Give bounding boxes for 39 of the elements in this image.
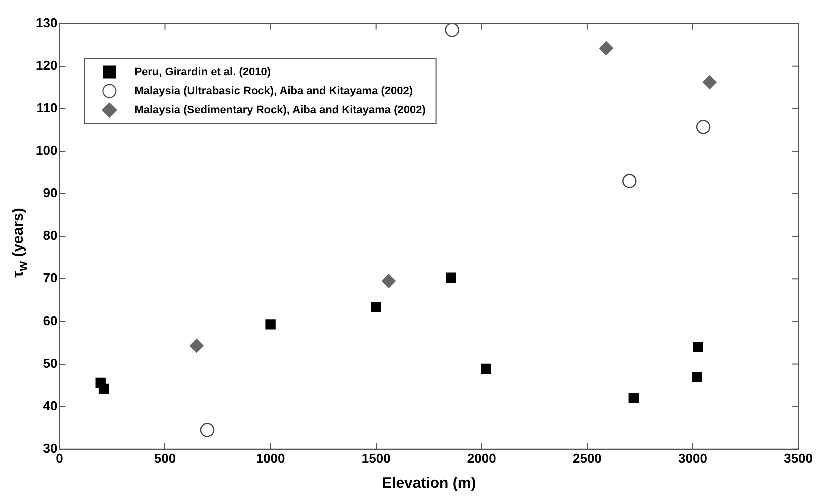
point — [266, 320, 276, 330]
x-tick-label: 1500 — [362, 450, 391, 466]
legend-label: Malaysia (Sedimentary Rock), Aiba and Kitayama (2002) — [134, 104, 426, 116]
x-tick-label: 3500 — [784, 450, 813, 466]
y-tick-label: 60 — [43, 313, 58, 328]
point — [622, 174, 637, 188]
point — [445, 24, 460, 38]
x-tick-label: 3000 — [678, 450, 708, 466]
x-tick-label: 0 — [56, 450, 64, 466]
x-tick-label: 1000 — [256, 450, 286, 466]
point — [692, 372, 702, 382]
x-axis-title: Elevation (m) — [382, 475, 476, 492]
point — [702, 76, 717, 90]
legend-label: Malaysia (Ultrabasic Rock), Aiba and Kitayama (2002) — [134, 85, 414, 98]
point — [481, 364, 492, 374]
point — [628, 393, 639, 404]
legend-label: Peru, Girardin et al. (2010) — [134, 66, 272, 78]
y-tick-label: 120 — [36, 58, 58, 73]
point — [446, 272, 456, 283]
y-tick-label: 130 — [36, 15, 58, 30]
y-tick-label: 100 — [36, 143, 58, 158]
y-tick-label: 30 — [43, 440, 58, 456]
point — [696, 120, 711, 134]
point — [371, 302, 382, 312]
point — [693, 342, 704, 352]
point — [200, 423, 215, 438]
y-tick-label: 90 — [43, 186, 58, 201]
point — [190, 338, 204, 353]
x-tick-label: 2000 — [467, 450, 496, 466]
y-tick-label: 110 — [36, 100, 58, 116]
x-tick-label: 2500 — [572, 450, 602, 466]
y-tick-label: 80 — [43, 228, 58, 244]
x-tick-label: 500 — [154, 450, 176, 466]
y-tick-label: 50 — [43, 356, 58, 371]
point — [98, 384, 110, 394]
y-tick-label: 70 — [43, 270, 58, 286]
point — [599, 41, 614, 56]
y-tick-label: 40 — [43, 398, 58, 414]
point — [382, 274, 396, 288]
